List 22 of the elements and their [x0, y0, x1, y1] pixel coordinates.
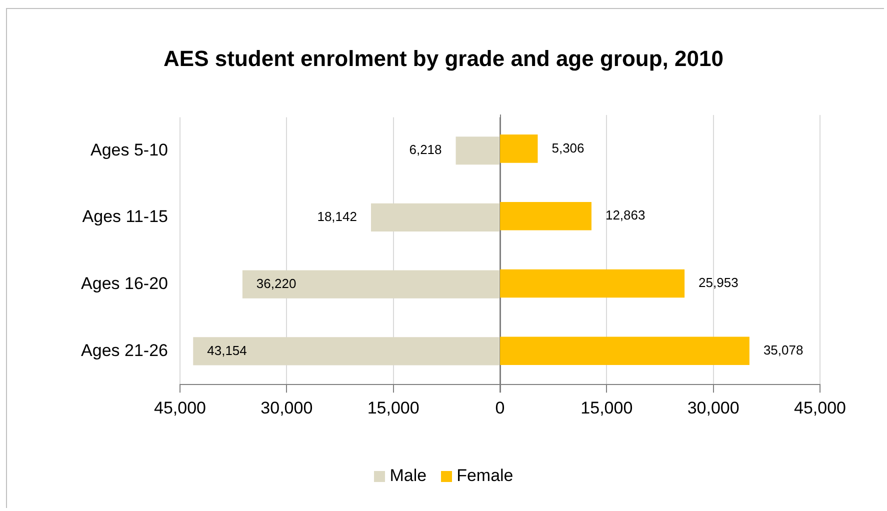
data-label: 43,154 — [207, 342, 247, 358]
x-tick-label: 15,000 — [367, 398, 420, 418]
y-tick-label: Ages 5-10 — [90, 140, 168, 160]
x-tick-label: 45,000 — [794, 398, 846, 418]
data-label: 36,220 — [256, 276, 296, 291]
legend-label: Male — [390, 466, 427, 486]
data-label: 6,218 — [409, 142, 442, 158]
x-tick-label: 30,000 — [260, 398, 313, 418]
data-label: 35,078 — [763, 342, 804, 358]
y-tick-label: Ages 11-15 — [82, 207, 168, 226]
legend-label: Female — [456, 466, 514, 486]
data-label: 25,953 — [698, 275, 738, 290]
x-tick-label: 15,000 — [580, 398, 633, 418]
data-label: 5,306 — [552, 140, 584, 156]
x-tick-label: 45,000 — [154, 398, 206, 418]
y-tick-label: Ages 16-20 — [81, 274, 168, 294]
chart-title: AES student enrolment by grade and age group, 2010 — [162, 46, 724, 72]
data-label: 18,142 — [317, 209, 357, 224]
x-tick-label: 30,000 — [687, 398, 740, 418]
y-tick-label: Ages 21-26 — [81, 340, 168, 360]
x-tick-label: 0 — [495, 398, 505, 418]
data-label: 12,863 — [605, 208, 646, 223]
